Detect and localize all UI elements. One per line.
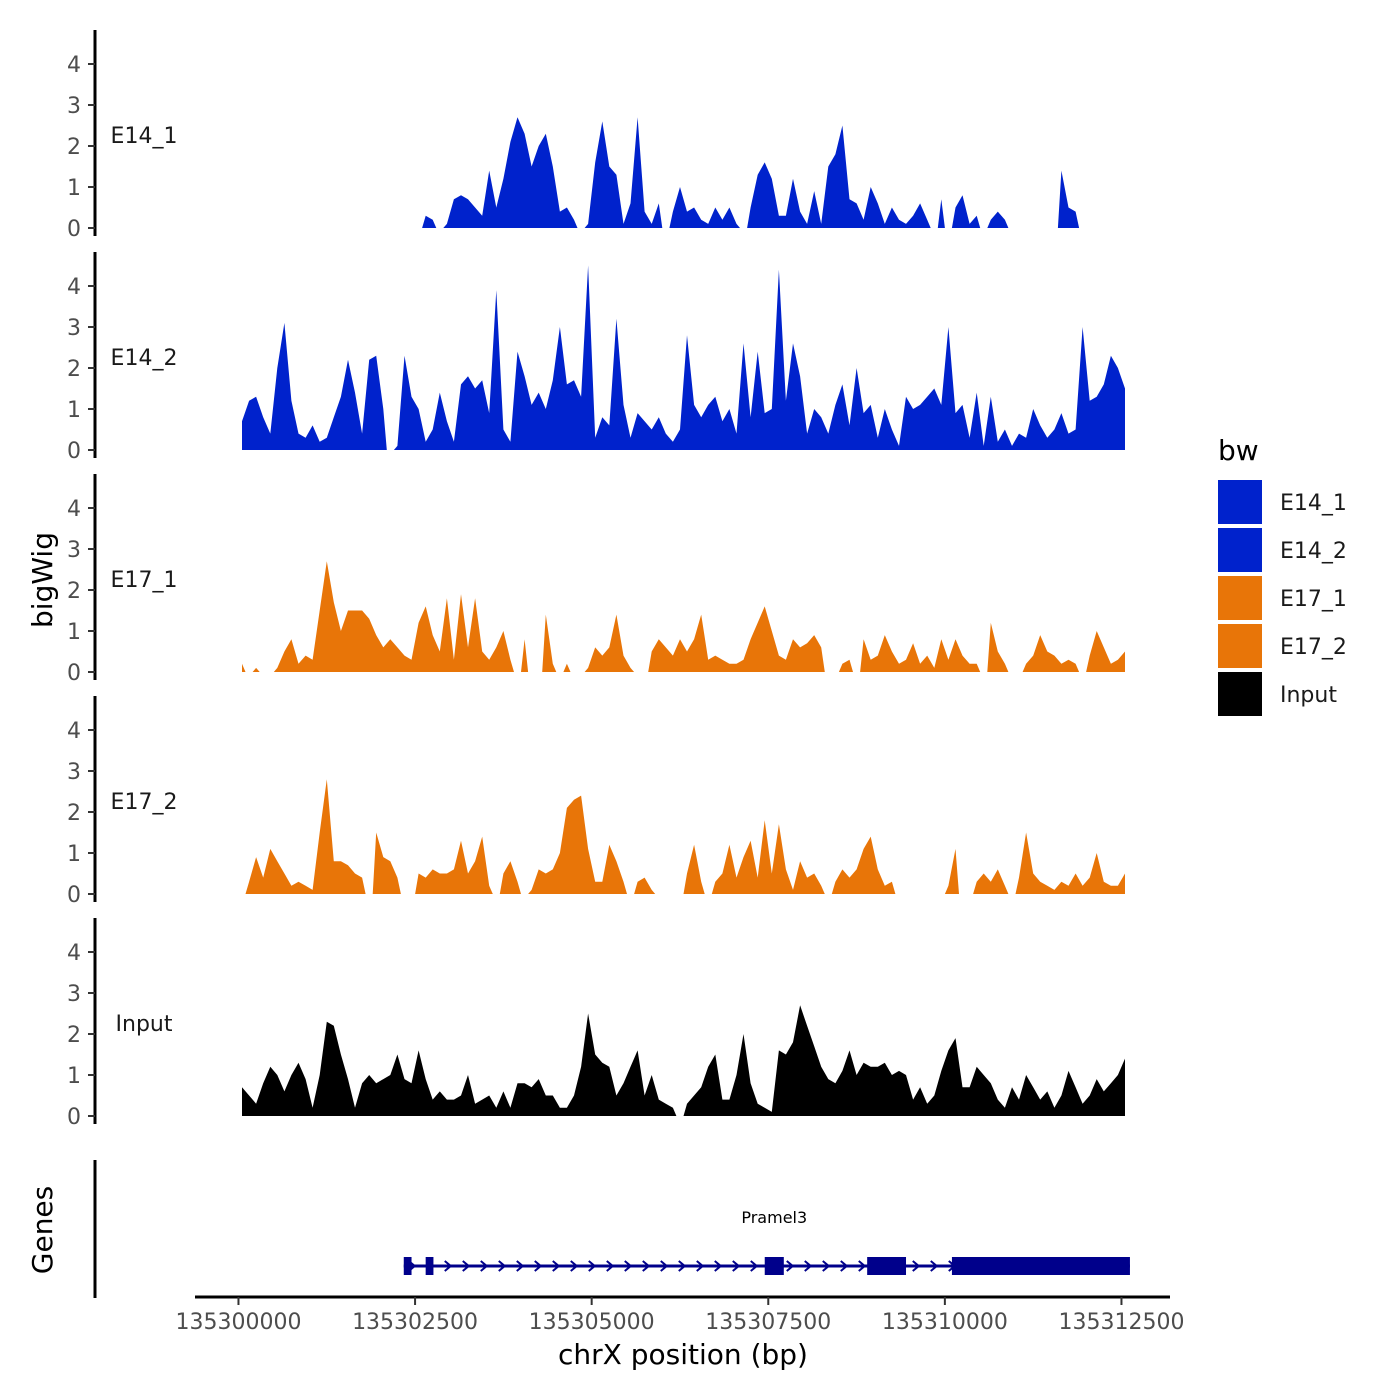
x-tick-label: 135310000 (882, 1310, 1008, 1335)
x-tick-label: 135312500 (1058, 1310, 1184, 1335)
strand-arrow (444, 1260, 453, 1272)
x-axis-title: chrX position (bp) (558, 1338, 808, 1371)
track-e17-1: 0 1 2 3 4 E17_1 (67, 474, 1125, 686)
y-tick-label: 4 (67, 497, 81, 522)
y-tick-label: 1 (67, 842, 81, 867)
legend-title: bw (1218, 434, 1259, 467)
strand-arrow (534, 1260, 543, 1272)
gene-exon (425, 1257, 434, 1275)
legend-label: E17_2 (1280, 635, 1347, 660)
y-tick-label: 3 (67, 316, 81, 341)
legend: bw E14_1 E14_2 E17_1 E17_2 Input (1218, 434, 1347, 716)
strand-arrow (498, 1260, 507, 1272)
y-tick-label: 4 (67, 53, 81, 78)
strand-arrow (606, 1260, 615, 1272)
y-tick-label: 4 (67, 275, 81, 300)
strand-arrow (570, 1260, 579, 1272)
legend-swatch (1218, 480, 1262, 524)
strand-arrow (750, 1260, 759, 1272)
gene-exon (403, 1257, 412, 1275)
y-tick-label: 3 (67, 760, 81, 785)
strand-arrow (516, 1260, 525, 1272)
coverage-area (245, 779, 1125, 894)
y-tick-label: 4 (67, 719, 81, 744)
strand-arrow (462, 1260, 471, 1272)
y-tick-label: 2 (67, 135, 81, 160)
strand-arrow (930, 1260, 939, 1272)
coverage-area (242, 561, 1125, 672)
y-tick-label: 4 (67, 941, 81, 966)
track-e17-2: 0 1 2 3 4 E17_2 (67, 696, 1125, 908)
x-tick-label: 135302500 (352, 1310, 478, 1335)
y-tick-label: 3 (67, 94, 81, 119)
y-tick-label: 1 (67, 176, 81, 201)
x-tick-label: 135305000 (529, 1310, 655, 1335)
strand-arrow (912, 1260, 921, 1272)
y-axis-title: bigWig (26, 532, 59, 628)
strand-arrow (822, 1260, 831, 1272)
strand-arrow (642, 1260, 651, 1272)
coverage-area (242, 1005, 1125, 1116)
y-tick-label: 0 (67, 661, 81, 686)
y-tick-label: 3 (67, 982, 81, 1007)
y-tick-label: 0 (67, 883, 81, 908)
track-label: E17_1 (111, 568, 178, 593)
y-tick-label: 2 (67, 579, 81, 604)
y-tick-label: 2 (67, 1023, 81, 1048)
coverage-area (242, 265, 1125, 450)
strand-arrow (786, 1260, 795, 1272)
legend-swatch (1218, 528, 1262, 572)
legend-label: E17_1 (1280, 587, 1347, 612)
strand-arrow (804, 1260, 813, 1272)
strand-arrow (732, 1260, 741, 1272)
strand-arrow (714, 1260, 723, 1272)
strand-arrow (480, 1260, 489, 1272)
legend-swatch (1218, 624, 1262, 668)
y-tick-label: 3 (67, 538, 81, 563)
strand-arrow (552, 1260, 561, 1272)
track-e14-1: 0 1 2 3 4 E14_1 (67, 30, 1080, 242)
genes-track: Pramel3 (93, 1160, 1130, 1298)
track-label: E14_2 (111, 346, 178, 371)
strand-arrow (624, 1260, 633, 1272)
gene-exon (951, 1257, 1130, 1275)
x-tick-label: 135300000 (175, 1310, 301, 1335)
gene-exon (764, 1257, 784, 1275)
coverage-area (422, 117, 1080, 228)
track-label: Input (116, 1012, 173, 1037)
y-tick-label: 1 (67, 398, 81, 423)
strand-arrow (858, 1260, 867, 1272)
legend-swatch (1218, 672, 1262, 716)
y-tick-label: 0 (67, 439, 81, 464)
strand-arrow (660, 1260, 669, 1272)
y-tick-label: 1 (67, 1064, 81, 1089)
strand-arrow (840, 1260, 849, 1272)
x-tick-label: 135307500 (705, 1310, 831, 1335)
y-tick-label: 2 (67, 357, 81, 382)
gene-exon (867, 1257, 907, 1275)
y-tick-label: 2 (67, 801, 81, 826)
legend-label: Input (1280, 683, 1337, 708)
gene-name-label: Pramel3 (741, 1208, 807, 1227)
track-input: 0 1 2 3 4 Input (67, 918, 1125, 1130)
legend-label: E14_1 (1280, 491, 1347, 516)
y-tick-label: 0 (67, 1105, 81, 1130)
legend-swatch (1218, 576, 1262, 620)
y-tick-label: 1 (67, 620, 81, 645)
track-e14-2: 0 1 2 3 4 E14_2 (67, 252, 1125, 464)
strand-arrow (588, 1260, 597, 1272)
genes-axis-title: Genes (26, 1186, 59, 1274)
tracks-layer: 0 1 2 3 4 E14_1 0 1 2 3 4 E14_2 0 1 2 3 4 E17_1 0 1 2 3 4 E17_2… (67, 30, 1125, 1130)
legend-label: E14_2 (1280, 539, 1347, 564)
track-label: E14_1 (111, 124, 178, 149)
strand-arrow (678, 1260, 687, 1272)
track-label: E17_2 (111, 790, 178, 815)
strand-arrow (696, 1260, 705, 1272)
y-tick-label: 0 (67, 217, 81, 242)
x-axis: 135300000 135302500 135305000 135307500 1353… (175, 1295, 1184, 1335)
